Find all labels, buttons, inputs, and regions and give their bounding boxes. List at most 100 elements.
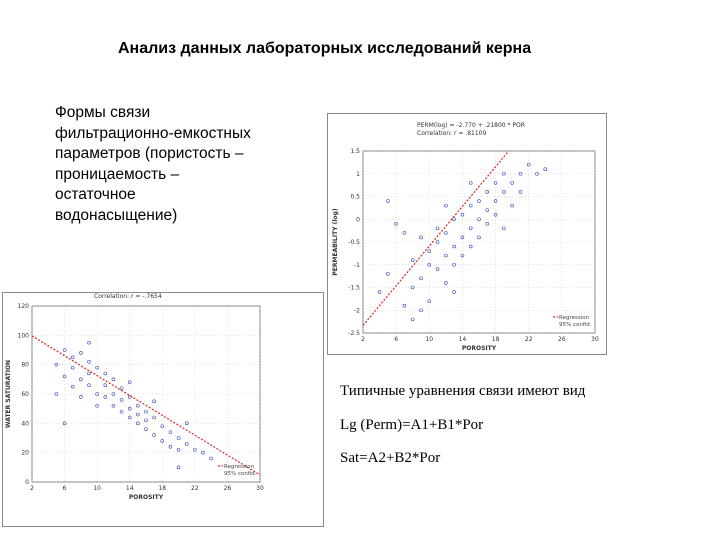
x-tick-label: 26	[224, 485, 232, 492]
data-point	[119, 386, 124, 390]
chart-header-correlation: Correlation: r = .81109	[417, 130, 486, 137]
data-point	[402, 231, 407, 235]
data-point	[377, 290, 382, 294]
data-point	[493, 199, 498, 203]
data-point	[95, 365, 99, 370]
y-tick-label: 0.5	[350, 194, 360, 201]
data-point	[427, 262, 432, 267]
data-point	[419, 235, 423, 240]
legend-regression-label: Regression	[559, 315, 590, 321]
plot-area	[362, 150, 596, 334]
x-tick-label: 10	[425, 336, 433, 343]
data-point	[460, 253, 465, 258]
regression-line	[362, 150, 510, 326]
data-point	[452, 262, 456, 267]
data-point	[79, 351, 83, 355]
x-tick-label: 26	[558, 336, 566, 343]
data-point	[160, 424, 165, 429]
data-point	[543, 167, 548, 171]
data-point	[119, 398, 124, 402]
data-point	[410, 317, 415, 322]
data-point	[518, 190, 523, 194]
data-point	[54, 362, 59, 367]
chart-header-equation: PERM(log) = -2.770 + .21800 * POR	[417, 122, 525, 129]
data-point	[62, 348, 67, 352]
data-point	[386, 272, 390, 276]
data-point	[485, 208, 490, 212]
equation-perm: Lg (Perm)=A1+B1*Por	[340, 417, 484, 433]
x-tick-label: 10	[93, 485, 101, 492]
data-point	[493, 212, 498, 217]
page-title: Анализ данных лабораторных исследований …	[118, 40, 532, 57]
data-point	[209, 456, 213, 461]
data-point	[176, 436, 181, 440]
data-point	[144, 418, 148, 423]
y-tick-label: 1.5	[350, 148, 360, 155]
data-point	[136, 403, 140, 408]
data-point	[176, 465, 181, 470]
legend-regression-label: Regression	[224, 464, 255, 470]
data-point	[419, 308, 423, 313]
y-tick-label: -2.5	[348, 330, 360, 337]
data-point	[452, 217, 456, 222]
data-point	[435, 240, 440, 244]
data-point	[70, 365, 75, 370]
data-point	[502, 190, 506, 194]
equation-sat: Sat=A2+B2*Por	[340, 450, 441, 466]
description-text: Формы связи фильтрационно-емкостных пара…	[55, 104, 251, 224]
data-point	[502, 226, 506, 231]
data-point	[103, 371, 108, 376]
data-point	[79, 395, 83, 399]
data-point	[152, 399, 156, 404]
data-point	[70, 384, 75, 389]
data-point	[485, 222, 490, 226]
x-tick-label: 2	[30, 485, 34, 492]
permeability-chart: PERM(log) = -2.770 + .21800 * POR Correla…	[327, 113, 607, 355]
x-tick-label: 18	[492, 336, 500, 343]
y-tick-label: 100	[18, 332, 30, 339]
y-tick-label: 0	[25, 479, 29, 486]
data-point	[136, 412, 140, 417]
data-point	[62, 421, 67, 426]
data-point	[468, 203, 473, 208]
data-point	[427, 249, 432, 253]
data-point	[54, 392, 59, 396]
data-point	[103, 395, 108, 399]
data-point	[144, 427, 148, 431]
data-point	[160, 439, 165, 443]
x-tick-label: 2	[361, 336, 365, 343]
y-tick-label: 0	[356, 216, 360, 223]
x-tick-label: 30	[256, 485, 264, 492]
data-point	[87, 371, 91, 376]
data-point	[444, 231, 448, 235]
data-point	[127, 415, 132, 420]
y-axis-label: PERMEABILITY (log)	[332, 208, 339, 275]
data-point	[103, 383, 108, 387]
data-point	[168, 430, 173, 434]
y-tick-label: 120	[18, 303, 30, 310]
data-point	[386, 199, 390, 203]
data-point	[502, 171, 506, 176]
data-point	[144, 409, 148, 414]
data-point	[444, 253, 448, 258]
data-point	[62, 374, 67, 379]
data-point	[201, 450, 205, 455]
data-point	[127, 380, 132, 385]
data-point	[95, 392, 99, 396]
data-point	[87, 383, 91, 387]
data-point	[444, 203, 448, 208]
data-point	[184, 442, 189, 446]
data-point	[435, 267, 440, 272]
data-point	[136, 421, 140, 426]
data-point	[460, 212, 465, 217]
data-point	[176, 447, 181, 452]
data-point	[87, 359, 91, 364]
data-point	[119, 409, 124, 414]
data-point	[510, 181, 514, 185]
x-tick-label: 6	[394, 336, 398, 343]
y-axis-label: WATER SATURATION	[5, 360, 12, 428]
y-tick-label: 80	[21, 362, 29, 369]
data-point	[452, 290, 456, 294]
y-tick-label: 60	[21, 391, 29, 398]
x-tick-label: 22	[191, 485, 199, 492]
